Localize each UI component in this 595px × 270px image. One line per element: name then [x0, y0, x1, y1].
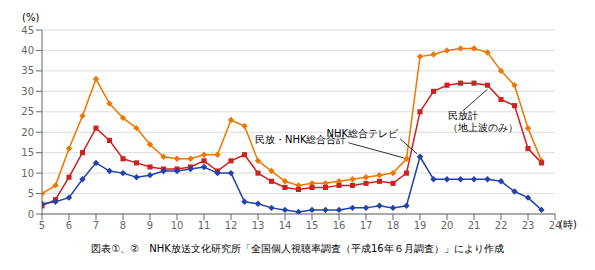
- svg-text:15: 15: [21, 147, 34, 158]
- svg-text:45: 45: [21, 25, 34, 36]
- svg-text:21: 21: [468, 220, 481, 231]
- svg-text:5: 5: [28, 188, 34, 199]
- svg-text:8: 8: [120, 220, 126, 231]
- svg-text:16: 16: [333, 220, 346, 231]
- svg-text:民放・NHK総合合計: 民放・NHK総合合計: [254, 133, 347, 145]
- svg-text:20: 20: [441, 220, 454, 231]
- svg-text:40: 40: [21, 45, 34, 56]
- svg-text:10: 10: [21, 168, 34, 179]
- svg-text:0: 0: [28, 209, 34, 220]
- svg-text:14: 14: [279, 220, 292, 231]
- svg-text:11: 11: [198, 220, 211, 231]
- svg-text:25: 25: [21, 106, 34, 117]
- svg-text:民放計（地上波のみ）: 民放計（地上波のみ）: [448, 110, 518, 133]
- svg-text:7: 7: [93, 220, 99, 231]
- svg-text:15: 15: [306, 220, 319, 231]
- svg-text:6: 6: [66, 220, 72, 231]
- svg-text:NHK総合テレビ: NHK総合テレビ: [326, 128, 399, 139]
- svg-text:35: 35: [21, 65, 34, 76]
- svg-text:5: 5: [39, 220, 45, 231]
- svg-text:20: 20: [21, 127, 34, 138]
- svg-text:13: 13: [252, 220, 265, 231]
- svg-text:10: 10: [171, 220, 184, 231]
- svg-text:18: 18: [387, 220, 400, 231]
- svg-text:17: 17: [360, 220, 373, 231]
- svg-text:9: 9: [147, 220, 153, 231]
- svg-text:30: 30: [21, 86, 34, 97]
- svg-text:23: 23: [522, 220, 535, 231]
- svg-text:22: 22: [495, 220, 508, 231]
- svg-text:19: 19: [414, 220, 427, 231]
- html-text:(時): (時): [559, 219, 577, 230]
- svg-text:24: 24: [548, 220, 562, 232]
- html-text:図表①、② NHK放送文化研究所「全国個人視聴率調査（平成1: 図表①、② NHK放送文化研究所「全国個人視聴率調査（平成16年６月調査）」によ…: [91, 243, 504, 254]
- svg-text:12: 12: [225, 220, 238, 231]
